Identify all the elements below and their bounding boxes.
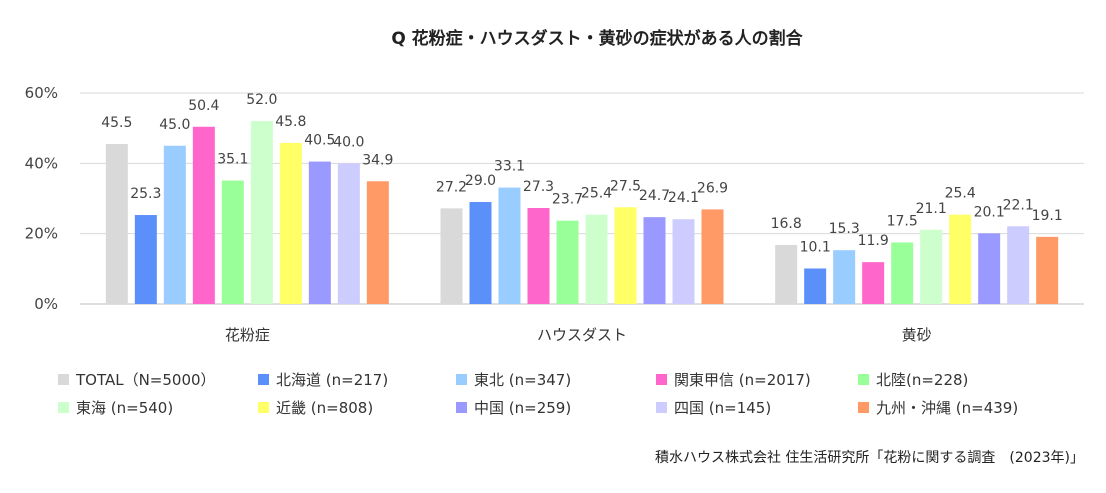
y-tick-label: 0% <box>34 295 58 313</box>
legend-label: 東海 (n=540) <box>76 399 173 417</box>
bar <box>279 142 302 304</box>
data-label: 23.7 <box>552 192 583 208</box>
bar <box>920 229 943 304</box>
bar <box>949 214 972 304</box>
legend-label: 関東甲信 (n=2017) <box>674 371 811 389</box>
x-tick-label: ハウスダスト <box>537 326 627 344</box>
bar <box>643 217 666 304</box>
bar <box>585 214 608 304</box>
data-label: 25.3 <box>130 186 161 202</box>
x-axis-ticks: 花粉症 ハウスダスト 黄砂 <box>225 326 932 344</box>
bar <box>701 209 724 304</box>
bar <box>366 181 389 304</box>
legend-swatch <box>58 402 69 413</box>
legend-label: 北陸(n=228) <box>876 371 968 389</box>
legend-label: 四国 (n=145) <box>674 399 771 417</box>
y-tick-label: 60% <box>25 84 58 102</box>
chart-title: Q 花粉症・ハウスダスト・黄砂の症状がある人の割合 <box>391 28 803 49</box>
bar <box>469 202 492 304</box>
data-label: 25.4 <box>945 186 976 202</box>
data-label: 17.5 <box>887 213 918 229</box>
legend-swatch <box>858 402 869 413</box>
data-label: 27.3 <box>523 179 554 195</box>
data-label: 10.1 <box>800 239 831 255</box>
bar <box>614 207 637 304</box>
bar <box>527 207 550 304</box>
bar <box>192 126 215 304</box>
data-label: 40.0 <box>333 134 364 150</box>
legend-swatch <box>858 374 869 385</box>
bar <box>308 161 331 304</box>
bar <box>163 145 186 304</box>
y-tick-label: 40% <box>25 154 58 172</box>
y-axis-ticks: 0% 20% 40% 60% <box>25 84 58 313</box>
bar <box>134 215 157 304</box>
data-label: 35.1 <box>217 152 248 168</box>
data-label: 27.5 <box>610 178 641 194</box>
x-tick-label: 花粉症 <box>225 326 270 344</box>
data-label: 19.1 <box>1032 208 1063 224</box>
legend-swatch <box>456 374 467 385</box>
legend-swatch <box>258 402 269 413</box>
data-label: 40.5 <box>304 133 335 149</box>
data-label: 45.8 <box>275 114 306 130</box>
bar <box>978 233 1001 304</box>
x-tick-label: 黄砂 <box>902 326 932 344</box>
legend-swatch <box>656 374 667 385</box>
data-label: 29.0 <box>465 173 496 189</box>
bar <box>250 121 273 304</box>
bar <box>556 220 579 304</box>
gridlines <box>80 92 1084 305</box>
legend-swatch <box>456 402 467 413</box>
source-note: 積水ハウス株式会社 住生活研究所「花粉に関する調査 (2023年)」 <box>655 450 1084 466</box>
bar <box>862 262 885 304</box>
legend-label: TOTAL（N=5000） <box>75 371 216 389</box>
data-label: 27.2 <box>436 179 467 195</box>
bar <box>1007 226 1030 304</box>
bars <box>105 121 1059 304</box>
legend-label: 九州・沖縄 (n=439) <box>876 399 1018 417</box>
data-label: 21.1 <box>916 201 947 217</box>
data-label: 33.1 <box>494 159 525 175</box>
legend: TOTAL（N=5000） 北海道 (n=217) 東北 (n=347) 関東甲信 (… <box>58 371 1018 417</box>
data-label: 22.1 <box>1003 197 1034 213</box>
bar <box>498 187 521 304</box>
bar <box>672 219 695 304</box>
bar <box>440 208 463 304</box>
bar <box>804 268 827 304</box>
data-label: 15.3 <box>829 221 860 237</box>
data-label: 16.8 <box>771 216 802 232</box>
bar <box>775 244 798 304</box>
data-label: 45.0 <box>159 117 190 133</box>
legend-label: 近畿 (n=808) <box>276 399 373 417</box>
data-label: 52.0 <box>246 92 277 108</box>
data-label: 24.1 <box>668 190 699 206</box>
data-label: 24.7 <box>639 188 670 204</box>
bar <box>105 143 128 304</box>
legend-label: 東北 (n=347) <box>474 371 571 389</box>
data-label: 25.4 <box>581 186 612 202</box>
data-label: 11.9 <box>858 233 889 249</box>
y-tick-label: 20% <box>25 225 58 243</box>
data-label: 26.9 <box>697 180 728 196</box>
legend-swatch <box>656 402 667 413</box>
data-label: 20.1 <box>974 204 1005 220</box>
bar <box>833 250 856 304</box>
bar <box>891 242 914 304</box>
data-label: 34.9 <box>362 152 393 168</box>
data-label: 45.5 <box>101 115 132 131</box>
bar <box>337 163 360 304</box>
legend-label: 中国 (n=259) <box>474 399 571 417</box>
data-label: 50.4 <box>188 98 219 114</box>
legend-swatch <box>258 374 269 385</box>
legend-swatch <box>58 374 69 385</box>
legend-label: 北海道 (n=217) <box>276 371 388 389</box>
bar <box>1036 236 1059 304</box>
bar <box>221 180 244 304</box>
data-labels: 45.5 25.3 45.0 50.4 35.1 52.0 45.8 40.540.0 34.9… <box>101 92 1063 255</box>
